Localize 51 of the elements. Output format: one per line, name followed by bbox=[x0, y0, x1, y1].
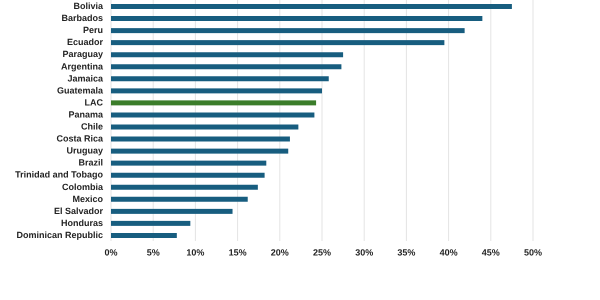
x-tick-label: 5% bbox=[146, 247, 160, 258]
x-tick-label: 0% bbox=[104, 247, 118, 258]
y-tick-label: Barbados bbox=[61, 13, 103, 24]
y-tick-label: Jamaica bbox=[67, 73, 104, 84]
bar bbox=[111, 40, 444, 46]
y-tick-label: Ecuador bbox=[66, 37, 104, 48]
x-tick-label: 50% bbox=[524, 247, 542, 258]
y-tick-label: LAC bbox=[84, 97, 104, 108]
bar bbox=[111, 208, 233, 214]
y-tick-label: Uruguay bbox=[66, 146, 103, 156]
bar bbox=[111, 16, 482, 22]
y-tick-label: Bolivia bbox=[73, 1, 104, 12]
x-tick-label: 35% bbox=[397, 247, 416, 258]
x-tick-label: 45% bbox=[482, 247, 500, 258]
y-tick-label: Guatemala bbox=[56, 85, 104, 96]
x-tick-label: 40% bbox=[440, 247, 458, 258]
y-tick-label: Argentina bbox=[60, 61, 104, 72]
bar bbox=[111, 52, 344, 58]
bar bbox=[111, 136, 290, 142]
y-tick-label: El Salvador bbox=[54, 206, 104, 216]
y-tick-label: Costa Rica bbox=[56, 134, 104, 144]
y-tick-label: Paraguay bbox=[62, 49, 103, 60]
y-tick-label: Dominican Republic bbox=[16, 230, 103, 240]
bar bbox=[111, 88, 322, 94]
bar bbox=[111, 64, 342, 70]
y-tick-label: Colombia bbox=[62, 182, 104, 192]
bar bbox=[111, 148, 288, 154]
bar bbox=[111, 160, 266, 166]
bar bbox=[111, 76, 329, 82]
bar bbox=[111, 196, 248, 202]
x-tick-label: 15% bbox=[228, 247, 247, 258]
bar bbox=[111, 172, 265, 178]
bar bbox=[111, 232, 177, 238]
bar bbox=[111, 220, 190, 226]
y-tick-label: Mexico bbox=[72, 194, 104, 204]
y-tick-label: Peru bbox=[82, 25, 103, 36]
bar bbox=[111, 112, 314, 118]
y-tick-label: Panama bbox=[68, 109, 104, 120]
bar bbox=[111, 100, 316, 106]
x-tick-label: 20% bbox=[270, 247, 289, 258]
y-tick-label: Chile bbox=[80, 122, 103, 132]
bar bbox=[111, 124, 298, 130]
y-tick-label: Trinidad and Tobago bbox=[15, 170, 104, 180]
x-tick-label: 10% bbox=[186, 247, 204, 258]
bar bbox=[111, 4, 512, 9]
bar bbox=[111, 28, 465, 34]
y-tick-label: Honduras bbox=[60, 218, 103, 228]
y-tick-label: Brazil bbox=[78, 158, 103, 168]
x-tick-label: 25% bbox=[312, 247, 332, 258]
x-tick-label: 30% bbox=[355, 247, 374, 258]
bar bbox=[111, 184, 258, 190]
